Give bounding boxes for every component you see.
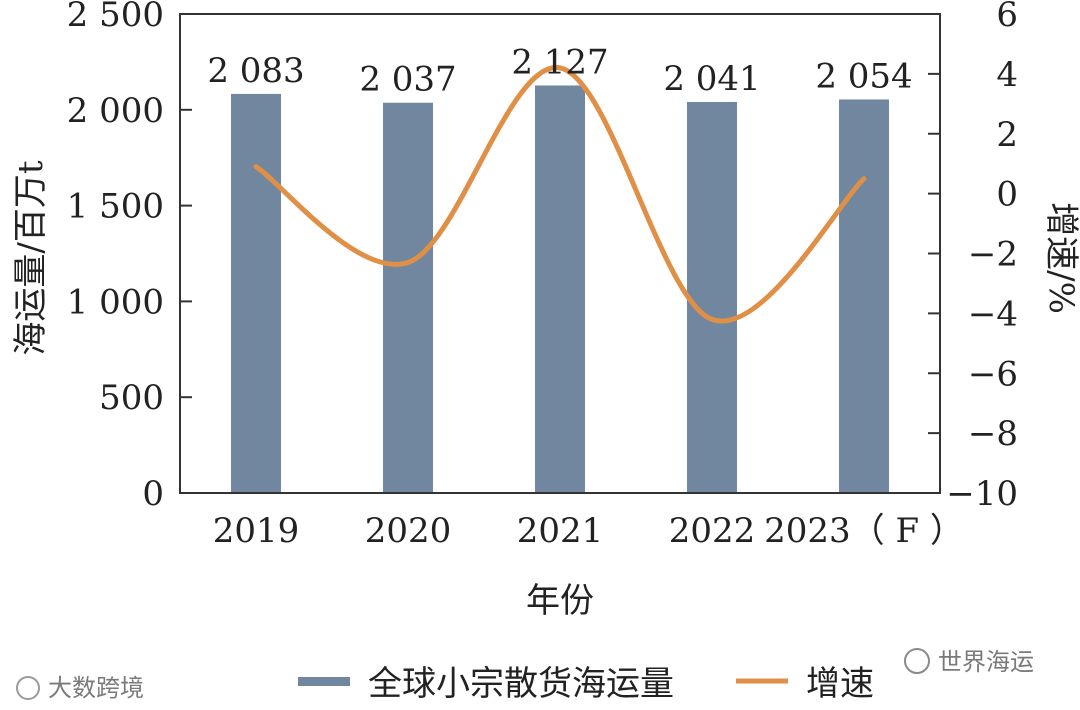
watermark-right: 世界海运 xyxy=(904,648,1034,676)
legend-bar-label: 全球小宗散货海运量 xyxy=(368,664,674,704)
legend: 全球小宗散货海运量 增速 xyxy=(298,664,874,704)
y-left-tick-label: 2 500 xyxy=(67,0,164,35)
y-right-tick-label: 0 xyxy=(996,175,1018,215)
growth-line xyxy=(253,65,867,324)
y-axis-right-title: 增速/% xyxy=(1041,202,1080,314)
y-left-tick-label: 1 500 xyxy=(67,187,164,227)
bar xyxy=(383,102,433,493)
x-tick-label: 2019 xyxy=(213,511,300,551)
y-right-tick-label: 6 xyxy=(996,0,1018,35)
wechat-icon xyxy=(904,648,930,674)
x-tick-label: 2020 xyxy=(365,511,452,551)
y-left-tick-label: 0 xyxy=(142,474,164,514)
growth-line-group xyxy=(253,65,867,324)
watermark-right-text: 世界海运 xyxy=(938,648,1034,676)
legend-line-label: 增速 xyxy=(806,664,874,704)
watermark-left-text: 大数跨境 xyxy=(48,674,144,702)
y-left-tick-label: 1 000 xyxy=(67,282,164,322)
data-label: 2 041 xyxy=(663,59,760,99)
bar xyxy=(839,99,889,493)
data-label: 2 037 xyxy=(359,60,456,100)
data-label: 2 127 xyxy=(511,42,608,82)
watermark-logo-icon xyxy=(16,676,40,700)
bar xyxy=(687,101,737,493)
y-right-tick-label: 4 xyxy=(996,55,1018,95)
y-right-tick-label: −2 xyxy=(968,235,1018,275)
data-label: 2 083 xyxy=(207,51,304,91)
bars-group xyxy=(231,85,889,493)
watermark-left: 大数跨境 xyxy=(16,674,144,702)
data-label: 2 054 xyxy=(815,56,912,96)
y-right-tick-label: −4 xyxy=(968,294,1018,334)
x-axis-title: 年份 xyxy=(526,581,594,621)
data-labels-group: 2 083 2 037 2 127 2 041 2 054 xyxy=(207,42,912,99)
y-left-tick-label: 2 000 xyxy=(67,91,164,131)
y-right-tick-label: −6 xyxy=(968,354,1018,394)
x-tick-label: 2023（ F ） xyxy=(764,511,964,551)
y-right-tick-label: 2 xyxy=(996,115,1018,155)
bar xyxy=(535,85,585,493)
x-tick-label: 2021 xyxy=(517,511,604,551)
y-right-tick-label: −10 xyxy=(946,474,1018,514)
y-axis-left-title: 海运量/百万t xyxy=(11,160,51,355)
y-left-tick-label: 500 xyxy=(99,378,164,418)
legend-bar-swatch xyxy=(298,677,350,686)
axes-group: 0 500 1 000 1 500 2 000 2 500 −10 −8 −6 −4 −2 0 2 4 6 2… xyxy=(67,0,1018,551)
x-tick-label: 2022 xyxy=(669,511,756,551)
y-right-tick-label: −8 xyxy=(968,414,1018,454)
bar xyxy=(231,93,281,493)
